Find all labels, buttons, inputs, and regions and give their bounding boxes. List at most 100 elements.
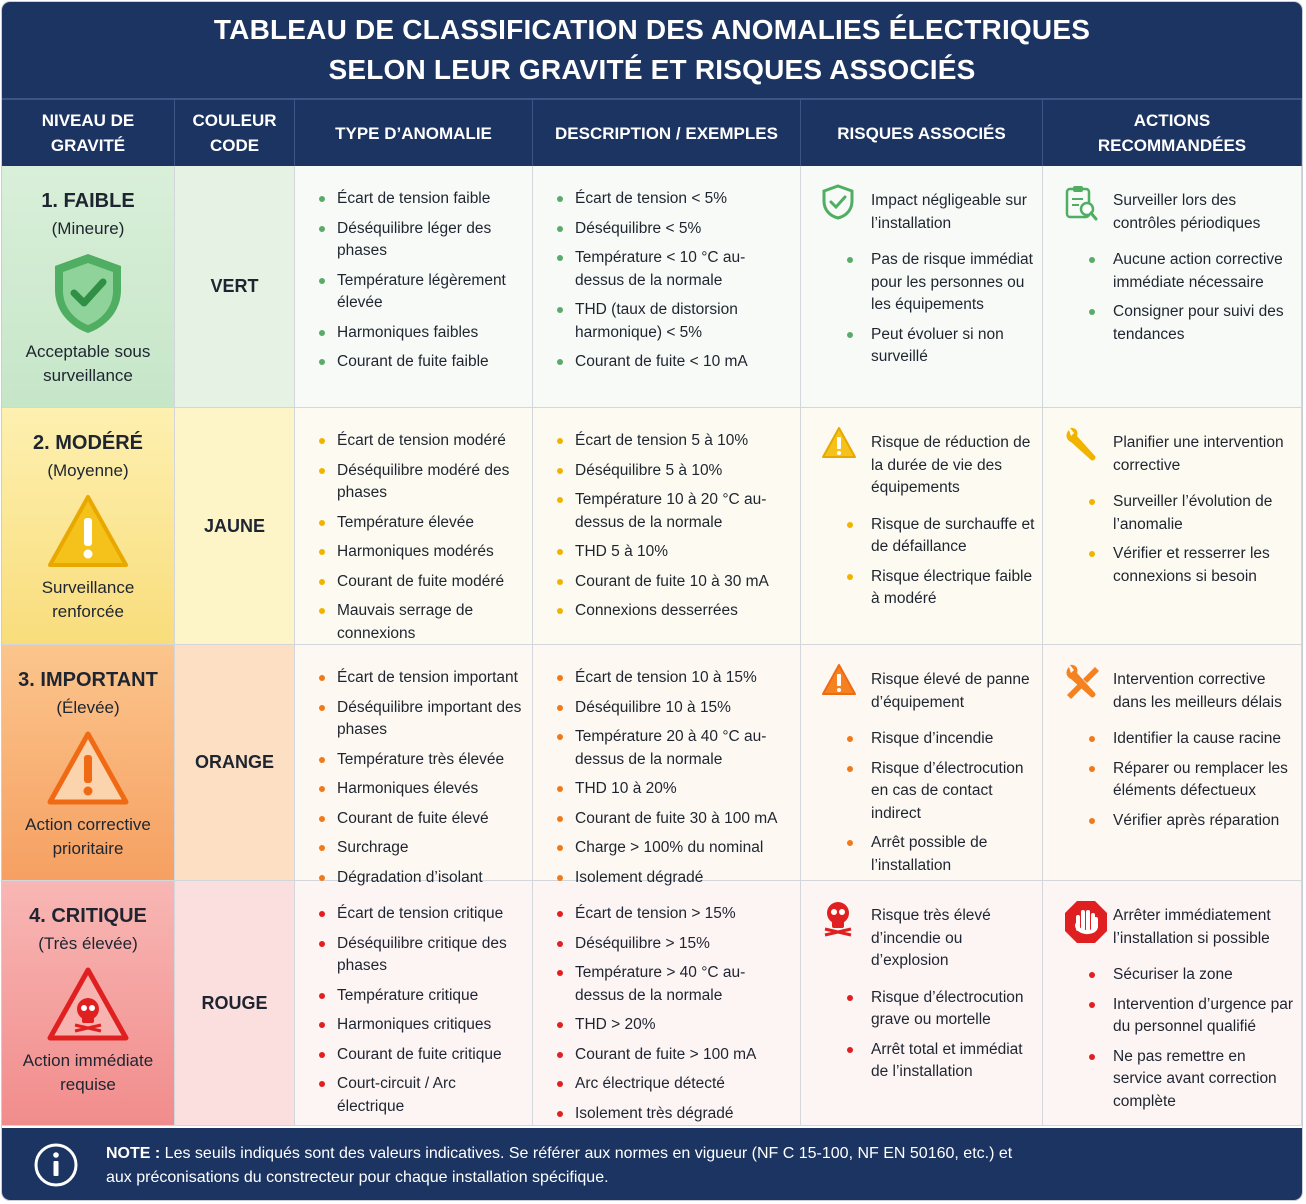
bullet-list: Écart de tension 5 à 10% Déséquilibre 5 à…	[533, 408, 800, 623]
list-item: Surchrage	[319, 837, 526, 860]
icon-list: Arrêter immédiatement l’installation si …	[1043, 881, 1301, 1113]
bullet-list: Écart de tension faible Déséquilibre lége…	[295, 166, 532, 374]
list-item: Risque d’électrocution grave ou mortelle	[821, 987, 1036, 1032]
list-item: Écart de tension < 5%	[557, 188, 794, 211]
lead-item: Surveiller lors des contrôles périodique…	[1063, 186, 1295, 235]
column-header: DESCRIPTION / EXEMPLES	[533, 98, 801, 166]
list-item: Risque de surchauffe et de défaillance	[821, 514, 1036, 559]
level-name: 4. CRITIQUE	[29, 905, 147, 927]
level-name: 1. FAIBLE	[41, 190, 135, 212]
level-cell: 1. FAIBLE (Mineure) Acceptable sous survei…	[2, 166, 175, 408]
risk-cell: Risque très élevé d’incendie ou d’explos…	[801, 881, 1043, 1126]
list-item: Isolement très dégradé	[557, 1103, 794, 1126]
list-item: THD (taux de distorsion harmonique) < 5%	[557, 299, 794, 344]
title-line: TABLEAU DE CLASSIFICATION DES ANOMALIES …	[213, 14, 1091, 45]
list-item: Isolement dégradé	[557, 867, 794, 890]
bullet-list: Écart de tension 10 à 15% Déséquilibre 10…	[533, 645, 800, 889]
list-item: Ne pas remettre en service avant correct…	[1063, 1046, 1295, 1114]
list-item: Température < 10 °C au-dessus de la norm…	[557, 247, 794, 292]
lead-item: Arrêter immédiatement l’installation si …	[1063, 901, 1295, 950]
list-item: Déséquilibre < 5%	[557, 218, 794, 241]
icon-list: Intervention corrective dans les meilleu…	[1043, 645, 1301, 832]
list-item: Température 20 à 40 °C au-dessus de la n…	[557, 726, 794, 771]
list-item: Arrêt possible de l’installation	[821, 832, 1036, 877]
color-code: ROUGE	[201, 992, 268, 1013]
icon-list: Impact négligeable sur l’installation Pas…	[801, 166, 1042, 369]
list-item: Harmoniques élevés	[319, 778, 526, 801]
list-item: Arc électrique détecté	[557, 1073, 794, 1096]
list-item: Courant de fuite critique	[319, 1044, 526, 1067]
list-item: THD 5 à 10%	[557, 541, 794, 564]
list-item: Température élevée	[319, 512, 526, 535]
title-banner: TABLEAU DE CLASSIFICATION DES ANOMALIES …	[2, 2, 1302, 98]
column-header: RISQUES ASSOCIÉS	[801, 98, 1043, 166]
list-item: Écart de tension 10 à 15%	[557, 667, 794, 690]
level-name: 3. IMPORTANT	[18, 669, 158, 691]
list-item: Harmoniques modérés	[319, 541, 526, 564]
icon-list: Risque élevé de panne d’équipement Risque…	[801, 645, 1042, 877]
lead-item: Risque de réduction de la durée de vie d…	[821, 427, 1036, 500]
level-icon	[48, 495, 128, 567]
level-name: 2. MODÉRÉ	[32, 432, 144, 454]
level-status: Acceptable sous surveillance	[25, 342, 151, 385]
list-item: Risque d’incendie	[821, 728, 1036, 751]
item-icon	[822, 427, 856, 458]
list-item: Vérifier et resserrer les connexions si …	[1063, 543, 1295, 588]
bullet-list: Écart de tension modéré Déséquilibre modé…	[295, 408, 532, 645]
lead-item: Impact négligeable sur l’installation	[821, 184, 1036, 235]
color-code: JAUNE	[203, 515, 265, 536]
type-cell: Écart de tension critique Déséquilibre cr…	[295, 881, 533, 1144]
info-icon	[34, 1143, 78, 1187]
item-icon	[1065, 901, 1107, 943]
code-cell: VERT	[175, 166, 295, 408]
list-item: Mauvais serrage de connexions	[319, 600, 526, 645]
column-header: NIVEAU DE GRAVITÉ	[2, 98, 175, 166]
level-sub: (Moyenne)	[47, 461, 129, 480]
list-item: Déséquilibre modéré des phases	[319, 460, 526, 505]
list-item: Déséquilibre critique des phases	[319, 933, 526, 978]
list-item: Écart de tension faible	[319, 188, 526, 211]
bullet-list: Écart de tension critique Déséquilibre cr…	[295, 881, 532, 1148]
level-icon	[55, 254, 121, 333]
list-item: Identifier la cause racine	[1063, 728, 1295, 751]
type-cell: Écart de tension important Déséquilibre i…	[295, 645, 533, 886]
list-item: Surveiller l’évolution de l’anomalie	[1063, 491, 1295, 536]
risk-cell: Impact négligeable sur l’installation Pas…	[801, 166, 1043, 408]
icon-list: Planifier une intervention corrective Sur…	[1043, 408, 1301, 588]
icon-list: Surveiller lors des contrôles périodique…	[1043, 166, 1301, 346]
column-header: TYPE D’ANOMALIE	[295, 98, 533, 166]
lead-item: Intervention corrective dans les meilleu…	[1063, 664, 1295, 714]
color-code: VERT	[210, 276, 259, 296]
description-cell: Écart de tension < 5% Déséquilibre < 5% Te…	[533, 166, 801, 408]
list-item: Température 10 à 20 °C au-dessus de la n…	[557, 489, 794, 534]
item-icon	[1066, 664, 1099, 699]
item-icon	[1065, 186, 1098, 221]
list-item: Aucune action corrective immédiate néces…	[1063, 249, 1295, 294]
list-item: Pas de risque immédiat pour les personne…	[821, 249, 1036, 317]
list-item: Déséquilibre 5 à 10%	[557, 460, 794, 483]
list-item: Température > 40 °C au-dessus de la norm…	[557, 962, 794, 1007]
type-cell: Écart de tension faible Déséquilibre lége…	[295, 166, 533, 408]
item-icon	[822, 664, 856, 695]
action-cell: Planifier une intervention corrective Sur…	[1043, 408, 1302, 645]
list-item: Risque d’électrocution en cas de contact…	[821, 758, 1036, 826]
risk-cell: Risque de réduction de la durée de vie d…	[801, 408, 1043, 645]
list-item: Réparer ou remplacer les éléments défect…	[1063, 758, 1295, 803]
list-item: Dégradation d’isolant	[319, 867, 526, 890]
list-item: Courant de fuite faible	[319, 351, 526, 374]
list-item: THD 10 à 20%	[557, 778, 794, 801]
list-item: Charge > 100% du nominal	[557, 837, 794, 860]
list-item: Déséquilibre important des phases	[319, 697, 526, 742]
title-line: SELON LEUR GRAVITÉ ET RISQUES ASSOCIÉS	[328, 54, 976, 85]
list-item: Température très élevée	[319, 749, 526, 772]
list-item: Déséquilibre léger des phases	[319, 218, 526, 263]
risk-cell: Risque élevé de panne d’équipement Risque…	[801, 645, 1043, 881]
list-item: Arrêt total et immédiat de l’installatio…	[821, 1039, 1036, 1084]
level-sub: (Très élevée)	[38, 934, 138, 953]
list-item: Sécuriser la zone	[1063, 964, 1295, 987]
list-item: Température légèrement élevée	[319, 270, 526, 315]
list-item: Peut évoluer si non surveillé	[821, 324, 1036, 369]
list-item: Courant de fuite 30 à 100 mA	[557, 808, 794, 831]
description-cell: Écart de tension 5 à 10% Déséquilibre 5 à…	[533, 408, 801, 645]
